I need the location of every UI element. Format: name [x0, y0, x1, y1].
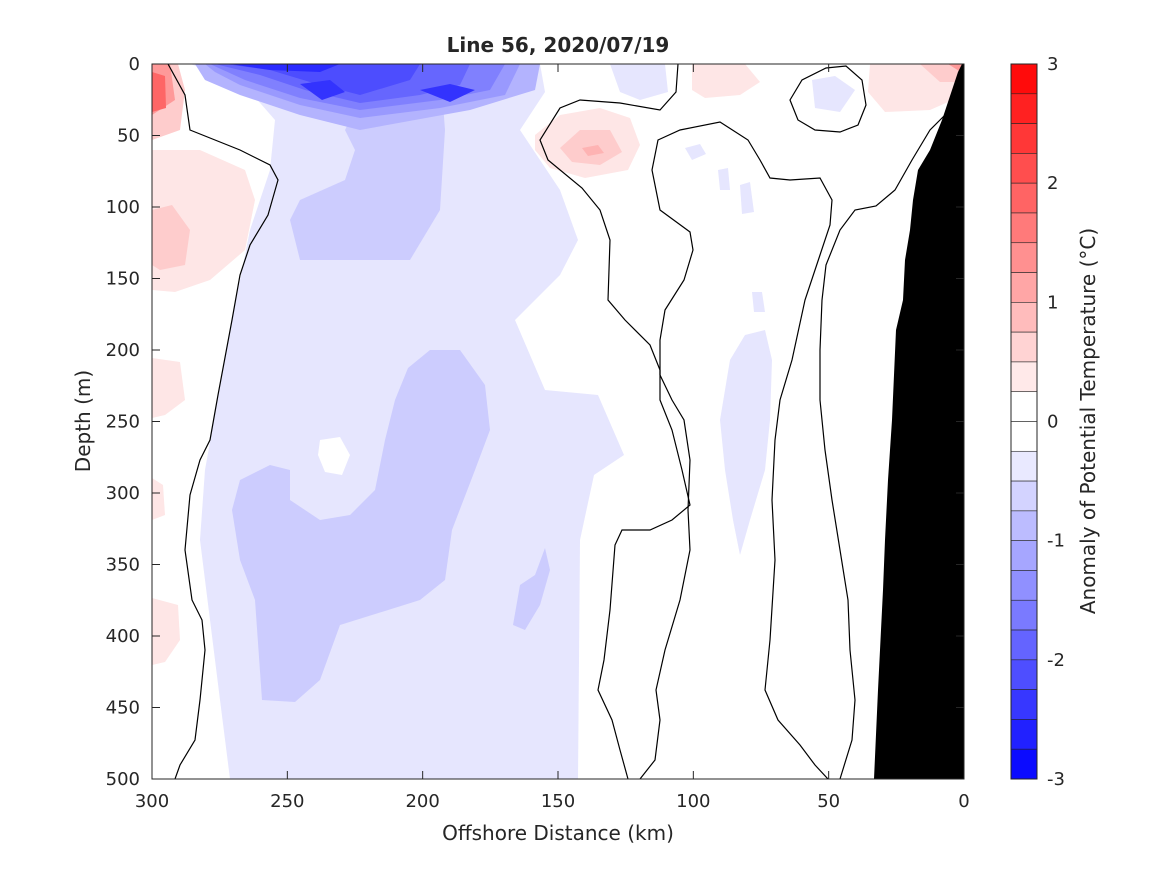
contour-fills	[152, 64, 964, 779]
fill-cool-nearshore-band	[720, 330, 772, 555]
y-tick-label: 150	[106, 269, 140, 290]
fill-cool-lens	[513, 548, 550, 630]
chart-title: Line 56, 2020/07/19	[447, 33, 670, 57]
fill-cool-spot-3	[740, 182, 754, 214]
colorbar-frame	[1010, 63, 1038, 780]
colorbar-bin	[1010, 689, 1038, 720]
x-axis-label: Offshore Distance (km)	[442, 821, 674, 845]
y-tick-label: 50	[117, 126, 140, 147]
fill-cool-spot-1	[685, 144, 706, 160]
colorbar-bin	[1010, 272, 1038, 303]
fill-warm-lens-2	[152, 478, 165, 520]
x-tick-label: 300	[135, 791, 169, 812]
colorbar-bin	[1010, 659, 1038, 690]
fill-cool-spot-4	[752, 292, 765, 312]
zero-contour-loop	[789, 65, 867, 133]
seafloor-mask	[874, 64, 964, 779]
colorbar: 3 2 1 0 -1 -2 -3	[1010, 54, 1065, 790]
colorbar-tick-label: 1	[1047, 292, 1058, 313]
colorbar-bin	[1010, 391, 1038, 422]
colorbar-bin	[1010, 302, 1038, 333]
y-tick-label: 300	[106, 483, 140, 504]
x-tick-label: 200	[405, 791, 439, 812]
y-tick-label: 250	[106, 412, 140, 433]
y-axis: 0 50 100 150 200 250 300 350 400 450 500	[106, 54, 964, 790]
colorbar-bin	[1010, 480, 1038, 512]
fill-warm-lens-3	[152, 598, 180, 665]
colorbar-bin	[1010, 421, 1038, 452]
colorbar-label: Anomaly of Potential Temperature (°C)	[1076, 228, 1100, 614]
colorbar-bin	[1010, 63, 1038, 95]
y-tick-label: 500	[106, 769, 140, 790]
colorbar-bin	[1010, 748, 1038, 780]
fill-warm-eddy-center	[582, 145, 604, 156]
fill-warm-lens-1	[152, 358, 185, 418]
colorbar-bin	[1010, 450, 1038, 482]
x-tick-label: 250	[270, 791, 304, 812]
x-tick-label: 50	[817, 791, 840, 812]
y-tick-label: 0	[129, 54, 140, 75]
x-tick-label: 100	[676, 791, 710, 812]
y-tick-label: 100	[106, 197, 140, 218]
colorbar-bin	[1010, 212, 1038, 244]
fill-neutral-hole	[318, 437, 350, 475]
x-tick-label: 150	[541, 791, 575, 812]
x-tick-label: 0	[958, 791, 969, 812]
colorbar-bin	[1010, 93, 1038, 124]
colorbar-bin	[1010, 599, 1038, 631]
colorbar-bin	[1010, 510, 1038, 541]
zero-contour-nearshore	[819, 95, 964, 779]
fill-cold-core-6	[300, 80, 345, 100]
zero-contour-offshore	[167, 64, 279, 779]
colorbar-bin	[1010, 629, 1038, 661]
fill-cool-small	[812, 76, 855, 112]
colorbar-tick-label: -3	[1047, 769, 1065, 790]
colorbar-tick-label: 3	[1047, 54, 1058, 75]
colorbar-bin	[1010, 182, 1038, 214]
fill-warm-surface-mid	[692, 64, 760, 98]
colorbar-bin	[1010, 540, 1038, 571]
y-tick-label: 450	[106, 698, 140, 719]
colorbar-bin	[1010, 331, 1038, 363]
y-tick-label: 350	[106, 555, 140, 576]
colorbar-bin	[1010, 123, 1038, 154]
colorbar-bin	[1010, 719, 1038, 750]
y-axis-label: Depth (m)	[71, 370, 95, 472]
colorbar-bin	[1010, 570, 1038, 601]
fill-warm-bank-2	[152, 205, 190, 270]
colorbar-bin	[1010, 242, 1038, 273]
colorbar-tick-label: -1	[1047, 531, 1065, 552]
colorbar-tick-label: -2	[1047, 650, 1065, 671]
zero-contour-inner	[639, 121, 833, 779]
fill-cold-core-7	[420, 84, 475, 102]
y-tick-label: 400	[106, 626, 140, 647]
fill-cold-core-5	[225, 64, 420, 95]
fill-warm-offshore-2	[152, 72, 166, 112]
fill-cold-core-8	[230, 64, 340, 72]
y-tick-label: 200	[106, 340, 140, 361]
zero-contours	[167, 64, 964, 779]
x-axis: 300 250 200 150 100 50 0	[135, 64, 970, 812]
fill-cool-surface-near	[610, 64, 668, 100]
fill-deep-cool-body-2	[232, 350, 490, 702]
colorbar-bin	[1010, 361, 1038, 393]
fill-cool-spot-2	[718, 168, 730, 190]
colorbar-tick-label: 0	[1047, 412, 1058, 433]
colorbar-bin	[1010, 153, 1038, 184]
fill-warm-nearshore-2	[920, 64, 964, 82]
colorbar-tick-label: 2	[1047, 173, 1058, 194]
